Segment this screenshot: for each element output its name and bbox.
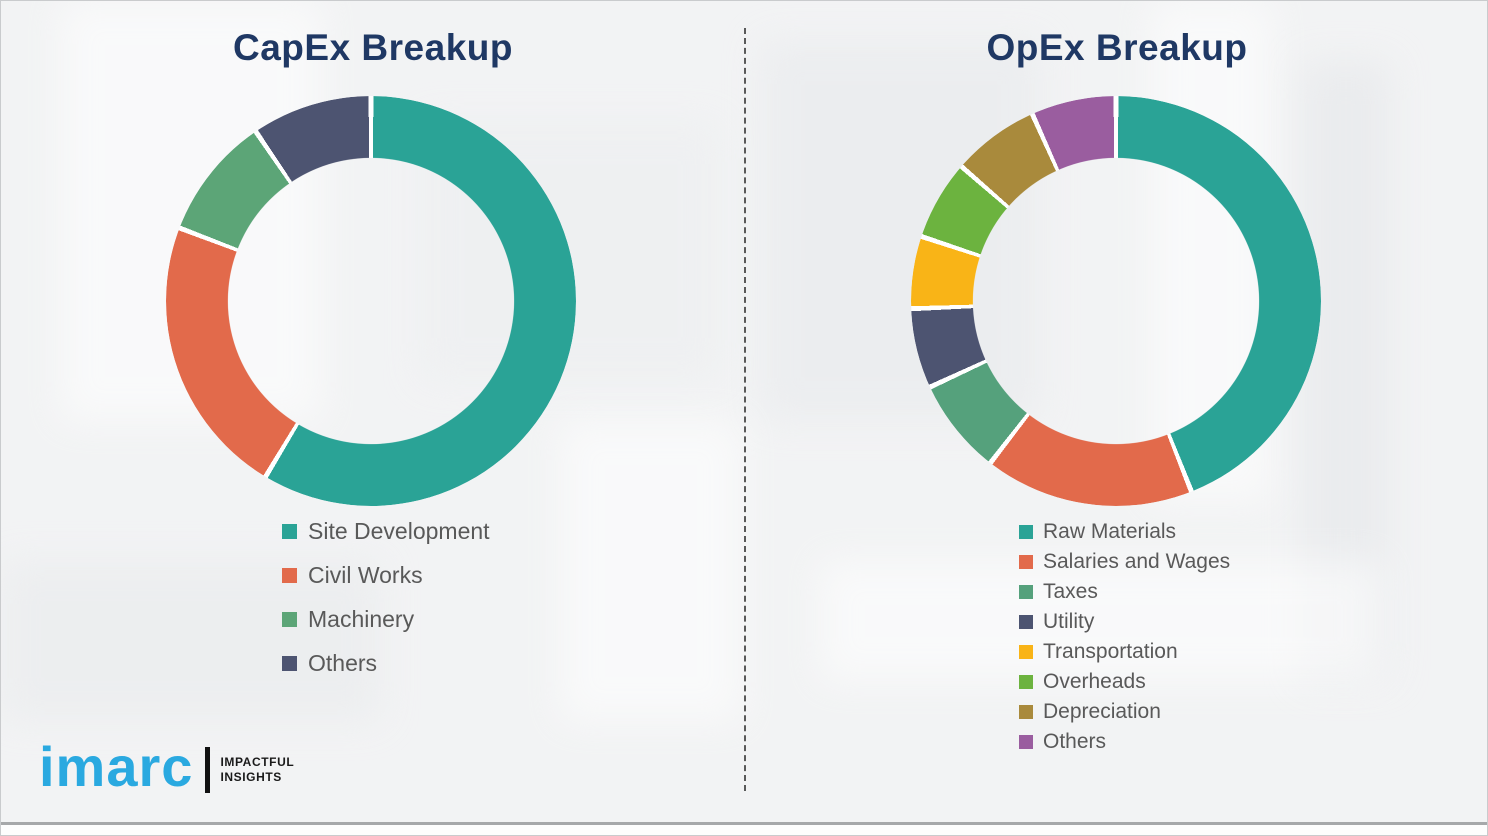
legend-item: Overheads	[1019, 667, 1230, 697]
imarc-logo: imarc IMPACTFUL INSIGHTS	[39, 739, 294, 795]
legend-label: Civil Works	[308, 561, 423, 588]
legend-item: Utility	[1019, 607, 1230, 637]
capex-panel: CapEx Breakup Site Development Civil Work…	[1, 1, 745, 821]
bottom-margin	[1, 825, 1487, 835]
legend-marker-site-development	[282, 523, 297, 539]
opex-donut-chart	[911, 96, 1321, 506]
legend-marker-transportation	[1019, 645, 1033, 659]
legend-item: Depreciation	[1019, 697, 1230, 727]
capex-legend: Site Development Civil Works Machinery Othe…	[282, 509, 490, 685]
opex-panel: OpEx Breakup Raw Materials Salaries and W…	[745, 1, 1487, 821]
legend-label: Depreciation	[1043, 700, 1161, 723]
legend-item: Site Development	[282, 509, 490, 553]
legend-label: Utility	[1043, 610, 1095, 633]
legend-item: Others	[1019, 727, 1230, 757]
legend-item: Raw Materials	[1019, 517, 1230, 547]
divider-dashed-line	[744, 28, 746, 791]
legend-marker-others	[282, 655, 297, 671]
capex-donut-chart	[166, 96, 576, 506]
legend-label: Site Development	[308, 517, 490, 544]
legend-marker-utility	[1019, 615, 1033, 629]
bottom-rule	[1, 822, 1487, 825]
opex-legend: Raw Materials Salaries and Wages Taxes Util…	[1019, 517, 1230, 757]
legend-item: Taxes	[1019, 577, 1230, 607]
capex-donut-hole	[228, 158, 514, 444]
legend-label: Machinery	[308, 605, 415, 632]
legend-marker-overheads	[1019, 675, 1033, 689]
legend-marker-depreciation	[1019, 705, 1033, 719]
legend-label: Taxes	[1043, 580, 1098, 603]
legend-label: Others	[1043, 730, 1107, 753]
legend-marker-salaries-and-wages	[1019, 555, 1033, 569]
legend-item: Transportation	[1019, 637, 1230, 667]
legend-label: Overheads	[1043, 670, 1146, 693]
legend-item: Salaries and Wages	[1019, 547, 1230, 577]
legend-label: Salaries and Wages	[1043, 550, 1231, 573]
imarc-logo-tagline-line1: IMPACTFUL	[220, 755, 295, 769]
imarc-logo-tagline: IMPACTFUL INSIGHTS	[220, 755, 294, 785]
legend-marker-civil-works	[282, 567, 297, 583]
capex-title: CapEx Breakup	[233, 27, 513, 68]
imarc-logo-wordmark: imarc	[39, 735, 194, 798]
legend-item: Civil Works	[282, 553, 490, 597]
legend-marker-others	[1019, 735, 1033, 749]
imarc-logo-tagline-line2: INSIGHTS	[220, 770, 282, 784]
legend-item: Others	[282, 641, 490, 685]
opex-donut-hole	[973, 158, 1259, 444]
opex-title: OpEx Breakup	[986, 27, 1248, 68]
legend-label: Raw Materials	[1043, 520, 1177, 543]
legend-label: Others	[308, 649, 378, 676]
legend-marker-taxes	[1019, 585, 1033, 599]
imarc-logo-divider-bar	[205, 747, 211, 793]
legend-label: Transportation	[1043, 640, 1178, 663]
legend-marker-raw-materials	[1019, 525, 1033, 539]
legend-item: Machinery	[282, 597, 490, 641]
legend-marker-machinery	[282, 611, 297, 627]
